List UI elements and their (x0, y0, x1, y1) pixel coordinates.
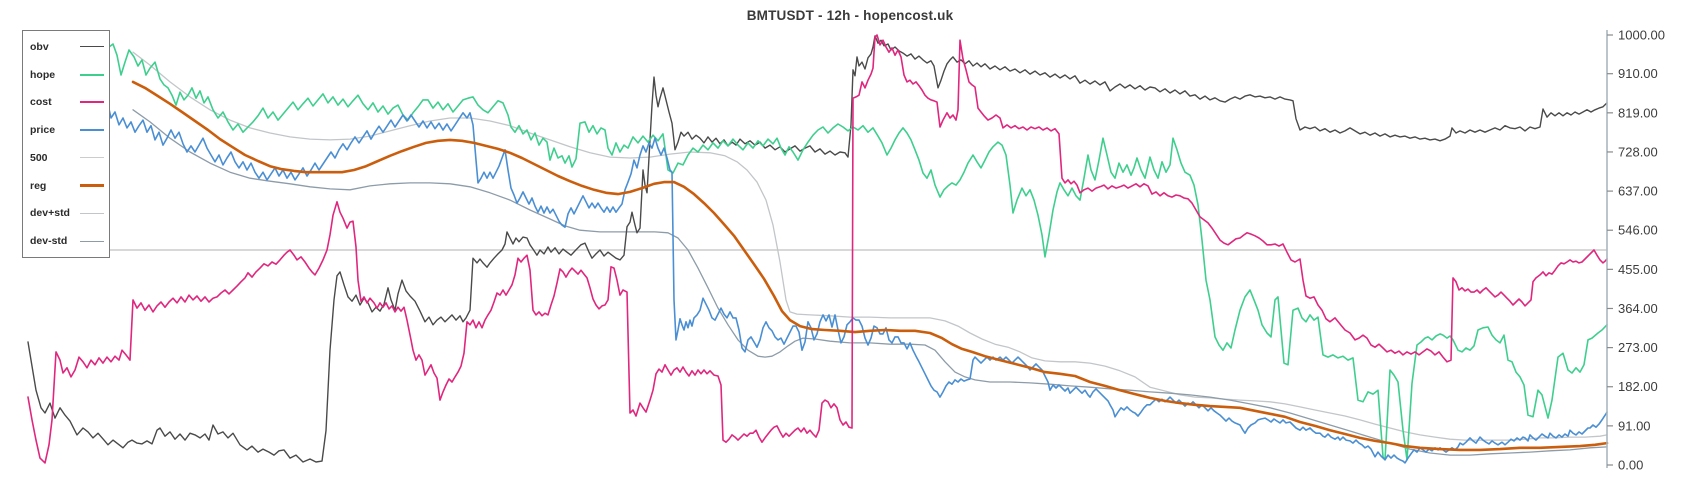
legend-item-swatch (80, 184, 104, 188)
y-axis-tick-label: 546.00 (1618, 223, 1658, 238)
y-axis-tick-label: 273.00 (1618, 340, 1658, 355)
legend-item-swatch (80, 101, 104, 104)
legend-item-label: price (30, 124, 56, 137)
legend-item-swatch (80, 212, 104, 214)
legend-item-label: hope (30, 68, 56, 81)
y-axis-tick-label: 637.00 (1618, 184, 1658, 199)
y-axis-tick-label: 1000.00 (1618, 28, 1665, 43)
series-devplus-std-line (132, 51, 1608, 441)
legend-item-label: dev-std (30, 235, 68, 248)
legend-item-swatch (80, 240, 104, 242)
y-axis-tick-label: 819.00 (1618, 105, 1658, 120)
chart-title: BMTUSDT - 12h - hopencost.uk (746, 8, 954, 23)
y-axis-tick-label: 182.00 (1618, 379, 1658, 394)
y-axis-tick-label: 91.00 (1618, 418, 1651, 433)
series-price-line (102, 99, 1608, 464)
legend-item-label: reg (30, 179, 47, 192)
legend: obv hope cost price 500 reg dev+std dev-std (22, 30, 110, 258)
y-axis-tick-label: 455.00 (1618, 262, 1658, 277)
y-axis-tick-label: 0.00 (1618, 458, 1643, 473)
legend-item-500: 500 (30, 152, 104, 164)
series-hope-line (102, 43, 1608, 461)
y-axis-tick-label: 728.00 (1618, 144, 1658, 159)
legend-item-label: 500 (30, 151, 48, 164)
legend-item-swatch (80, 129, 104, 132)
legend-item-label: cost (30, 96, 52, 109)
legend-item-reg: reg (30, 180, 104, 192)
y-axis-tick-label: 364.00 (1618, 301, 1658, 316)
legend-item-devplus-std: dev+std (30, 207, 104, 219)
legend-item-swatch (80, 46, 104, 48)
series-reg-line (131, 80, 1609, 452)
legend-item-dev-std: dev-std (30, 235, 104, 247)
y-axis-tick-label: 910.00 (1618, 66, 1658, 81)
legend-item-cost: cost (30, 96, 104, 108)
legend-item-label: dev+std (30, 207, 70, 220)
series-dev-std-line (132, 109, 1608, 456)
series-cost-line (27, 34, 1608, 464)
legend-item-price: price (30, 124, 104, 136)
legend-item-swatch (80, 73, 104, 76)
legend-item-obv: obv (30, 41, 104, 53)
legend-item-hope: hope (30, 69, 104, 81)
series-obv-line (27, 35, 1608, 463)
legend-item-label: obv (30, 40, 49, 53)
legend-item-swatch (80, 157, 104, 159)
